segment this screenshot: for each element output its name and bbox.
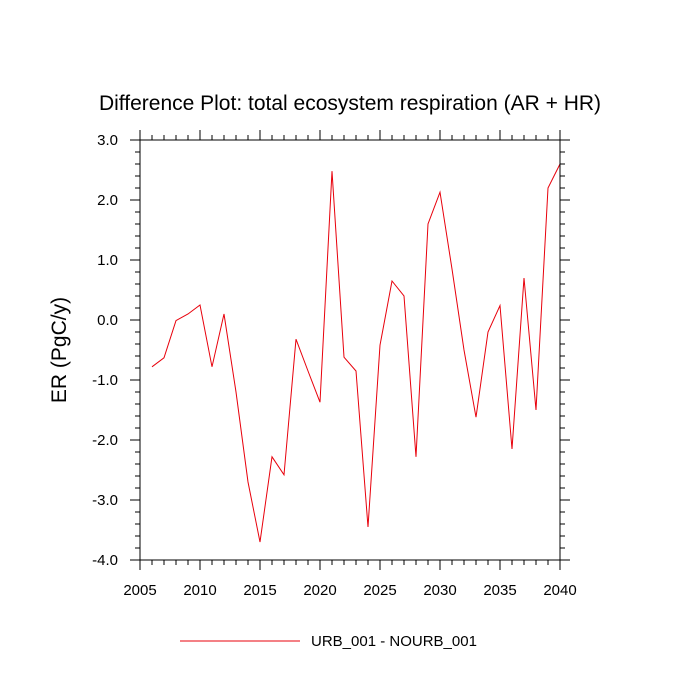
legend: URB_001 - NOURB_001 — [180, 633, 477, 650]
axis-ticks — [130, 130, 570, 570]
x-tick-label: 2030 — [423, 582, 456, 599]
plot-line-layer — [151, 163, 561, 543]
chart-title: Difference Plot: total ecosystem respira… — [99, 92, 601, 115]
y-tick-label: 0.0 — [97, 312, 118, 329]
x-tick-label: 2010 — [183, 582, 216, 599]
y-tick-labels: -4.0 -3.0 -2.0 -1.0 0.0 1.0 2.0 3.0 — [92, 132, 118, 569]
y-tick-label: -2.0 — [92, 432, 118, 449]
x-tick-label: 2040 — [543, 582, 576, 599]
x-tick-label: 2020 — [303, 582, 336, 599]
legend-label: URB_001 - NOURB_001 — [311, 633, 477, 650]
y-tick-label: -1.0 — [92, 372, 118, 389]
y-tick-label: -3.0 — [92, 492, 118, 509]
y-tick-label: 2.0 — [97, 192, 118, 209]
y-axis-label: ER (PgC/y) — [48, 297, 71, 403]
x-tick-label: 2035 — [483, 582, 516, 599]
y-tick-label: -4.0 — [92, 552, 118, 569]
series-line — [151, 163, 561, 543]
plot-frame — [139, 139, 561, 561]
y-tick-label: 1.0 — [97, 252, 118, 269]
x-tick-labels: 2005 2010 2015 2020 2025 2030 2035 2040 — [123, 582, 576, 599]
y-tick-label: 3.0 — [97, 132, 118, 149]
x-tick-label: 2025 — [363, 582, 396, 599]
x-tick-label: 2015 — [243, 582, 276, 599]
x-tick-label: 2005 — [123, 582, 156, 599]
